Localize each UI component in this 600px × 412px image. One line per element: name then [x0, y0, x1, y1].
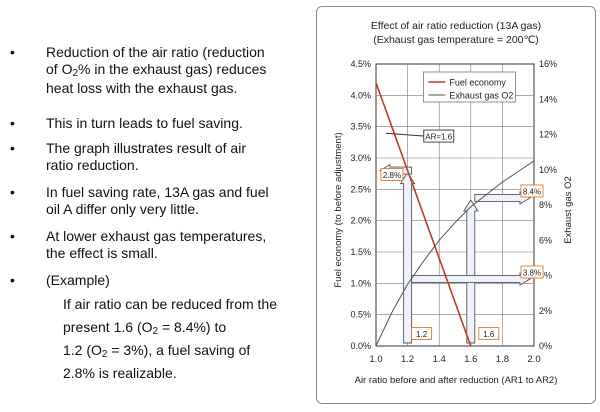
- o2-after-label: 3.8%: [520, 265, 544, 279]
- ar-after-label: 1.2: [411, 327, 433, 340]
- bullet-marker: •: [10, 228, 15, 244]
- chart-panel: Effect of air ratio reduction (13A gas) …: [316, 6, 596, 404]
- o2-before-label-text: 8.4%: [523, 187, 541, 196]
- grid: [375, 63, 535, 347]
- y-right-tick-label: 2%: [539, 306, 552, 316]
- y-left-tick-label: 1.5%: [350, 247, 371, 257]
- example-line: present 1.6 (O2 = 8.4%) to: [63, 319, 226, 338]
- y-right-tick-label: 0%: [539, 341, 552, 351]
- bullet-text: % in the exhaust gas) reduces: [78, 61, 267, 77]
- bullet-text: heat loss with the exhaust gas.: [46, 80, 238, 96]
- fuel-saving-label-text: 2.8%: [383, 171, 401, 180]
- fuel-saving-label: 2.8%: [380, 168, 404, 181]
- bullet-text: At lower exhaust gas temperatures,: [46, 228, 267, 244]
- y-right-tick-label: 16%: [539, 59, 557, 69]
- ar-callout-pointer: [385, 132, 425, 137]
- bullet-text: of O: [46, 61, 73, 77]
- ar-label-callout: AR=1.6: [423, 129, 455, 143]
- y-left-tick-label: 1.0%: [350, 278, 371, 288]
- ar-after-label-text: 1.2: [416, 330, 428, 339]
- y-left-tick-label: 3.5%: [350, 122, 371, 132]
- chart-title: Effect of air ratio reduction (13A gas): [371, 20, 541, 32]
- y-axis-right-label: Exhaust gas O2: [563, 176, 574, 244]
- guide-arrow-right-o2-after: [411, 272, 531, 286]
- y-left-tick-label: 4.5%: [350, 59, 371, 69]
- y-left-tick-label: 3.0%: [350, 153, 371, 163]
- example-text: = 3%), a fuel saving of: [107, 342, 251, 358]
- y-left-tick-label: 2.5%: [350, 184, 371, 194]
- bullet-list: • Reduction of the air ratio (reduction …: [10, 44, 277, 381]
- example-line: If air ratio can be reduced from the: [63, 296, 277, 312]
- ar-before-label-text: 1.6: [483, 330, 495, 339]
- series-lines: [375, 82, 535, 347]
- x-tick-label: 1.6: [464, 354, 477, 365]
- bullet-text: Reduction of the air ratio (reduction: [46, 44, 265, 60]
- legend-box: [423, 71, 516, 103]
- bullet-marker: •: [10, 272, 15, 288]
- y-right-tick-label: 14%: [539, 94, 557, 104]
- y-right-tick-label: 4%: [539, 271, 552, 281]
- legend: Fuel economy Exhaust gas O2: [423, 71, 516, 103]
- y-right-tick-label: 12%: [539, 130, 557, 140]
- bullet-text: This in turn leads to fuel saving.: [46, 115, 243, 131]
- ar-before-label: 1.6: [478, 327, 500, 340]
- y-axis-left-label: Fuel economy (to before adjustment): [333, 132, 344, 287]
- bullet-text: ratio reduction.: [46, 157, 139, 173]
- series-line-exhaust-gas-o2: [375, 160, 535, 347]
- y-right-tick-label: 6%: [539, 235, 552, 245]
- x-tick-label: 1.4: [433, 354, 446, 365]
- example-text: 1.2 (O: [63, 342, 102, 358]
- chart-subtitle: (Exhaust gas temperature = 200℃): [373, 34, 539, 46]
- example-text: present 1.6 (O: [63, 319, 153, 335]
- o2-before-label: 8.4%: [520, 184, 544, 198]
- plot-area: [375, 63, 535, 347]
- y-left-tick-label: 2.0%: [350, 216, 371, 226]
- x-tick-label: 1.0: [369, 354, 382, 365]
- chart-svg: Effect of air ratio reduction (13A gas) …: [333, 20, 574, 386]
- o2-after-label-box: [520, 265, 544, 279]
- x-tick-label: 1.2: [401, 354, 414, 365]
- bullet-marker: •: [10, 115, 15, 131]
- example-text: = 8.4%) to: [158, 319, 227, 335]
- bullet-text: oil A differ only very little.: [46, 201, 200, 217]
- bullet-marker: •: [10, 140, 15, 156]
- y-right-tick-label: 10%: [539, 165, 557, 175]
- x-axis-label: Air ratio before and after reduction (AR…: [355, 375, 558, 386]
- bullet-text: In fuel saving rate, 13A gas and fuel: [46, 184, 269, 200]
- subscript: 2: [152, 326, 159, 337]
- o2-before-label-box: [520, 184, 544, 198]
- fuel-saving-label-box: [380, 168, 404, 181]
- y-left-tick-label: 0.5%: [350, 310, 371, 320]
- bullet-text: (Example): [46, 272, 110, 288]
- bullet-marker: •: [10, 184, 15, 200]
- subscript: 2: [101, 349, 108, 360]
- example-line: 2.8% is realizable.: [63, 365, 177, 381]
- example-line: 1.2 (O2 = 3%), a fuel saving of: [63, 342, 250, 361]
- o2-after-label-text: 3.8%: [523, 269, 541, 278]
- guide-arrow-right-o2-before: [474, 191, 531, 205]
- bullet-marker: •: [10, 44, 15, 60]
- x-tick-label: 1.8: [496, 354, 509, 365]
- y-right-tick-label: 8%: [539, 200, 552, 210]
- bullet-text: the effect is small.: [46, 245, 158, 261]
- legend-label: Exhaust gas O2: [449, 91, 513, 101]
- ar-after-label-box: [411, 327, 433, 340]
- bullet-text: The graph illustrates result of air: [46, 140, 246, 156]
- legend-label: Fuel economy: [449, 78, 506, 88]
- tick-labels: 1.0 1.2 1.4 1.6 1.8 2.0 0.0% 0.5% 1.0% 1.5% 2.0% 2.…: [350, 59, 557, 365]
- ar-before-label-box: [478, 327, 500, 340]
- y-left-tick-label: 0.0%: [350, 341, 371, 351]
- series-line-fuel-economy: [375, 82, 472, 347]
- annotations: AR=1.6 2.8% 8.4% 3.8% 1.2 1.6: [380, 129, 544, 340]
- x-tick-label: 2.0: [527, 354, 540, 365]
- y-left-tick-label: 4.0%: [350, 90, 371, 100]
- ar-label-callout-box: [423, 129, 455, 143]
- ar-label-callout-text: AR=1.6: [425, 133, 452, 142]
- subscript: 2: [72, 68, 79, 79]
